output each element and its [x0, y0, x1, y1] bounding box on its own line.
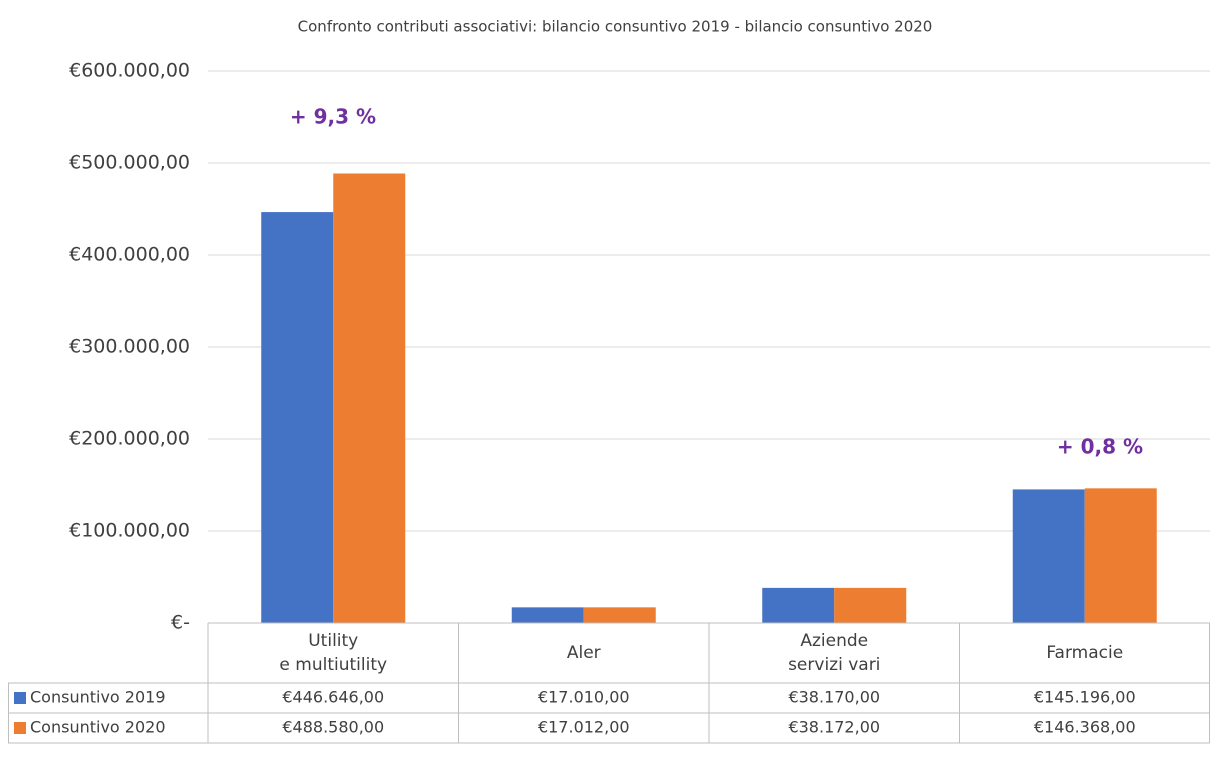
table-value: €17.010,00 [538, 688, 630, 707]
annotation: + 9,3 % [290, 105, 376, 129]
bar [583, 607, 656, 623]
table-value: €488.580,00 [282, 718, 384, 737]
chart-title: Confronto contributi associativi: bilanc… [298, 18, 933, 36]
legend-label: Consuntivo 2020 [30, 718, 166, 737]
y-tick-label: €200.000,00 [69, 428, 190, 450]
bar [333, 173, 406, 623]
annotation: + 0,8 % [1057, 435, 1143, 459]
bar [1012, 489, 1085, 623]
y-tick-label: €100.000,00 [69, 520, 190, 542]
y-tick-label: €- [171, 612, 190, 634]
x-tick-label: e multiutility [279, 655, 387, 675]
x-tick-label: Aler [567, 643, 601, 663]
x-tick-label: servizi vari [788, 655, 880, 675]
y-tick-label: €600.000,00 [69, 60, 190, 82]
bar [834, 587, 907, 623]
bar [261, 212, 334, 623]
x-tick-label: Farmacie [1046, 643, 1123, 663]
table-value: €38.172,00 [788, 718, 880, 737]
y-tick-label: €400.000,00 [69, 244, 190, 266]
table-value: €446.646,00 [282, 688, 384, 707]
y-tick-label: €500.000,00 [69, 152, 190, 174]
x-tick-label: Utility [308, 631, 358, 651]
table-value: €146.368,00 [1034, 718, 1136, 737]
bar [511, 607, 584, 623]
x-tick-label: Aziende [800, 631, 868, 651]
legend-swatch [14, 692, 26, 704]
legend-label: Consuntivo 2019 [30, 688, 166, 707]
bar [762, 587, 835, 623]
y-tick-label: €300.000,00 [69, 336, 190, 358]
table-value: €38.170,00 [788, 688, 880, 707]
table-value: €145.196,00 [1034, 688, 1136, 707]
table-value: €17.012,00 [538, 718, 630, 737]
legend-swatch [14, 722, 26, 734]
bar [1084, 488, 1157, 623]
